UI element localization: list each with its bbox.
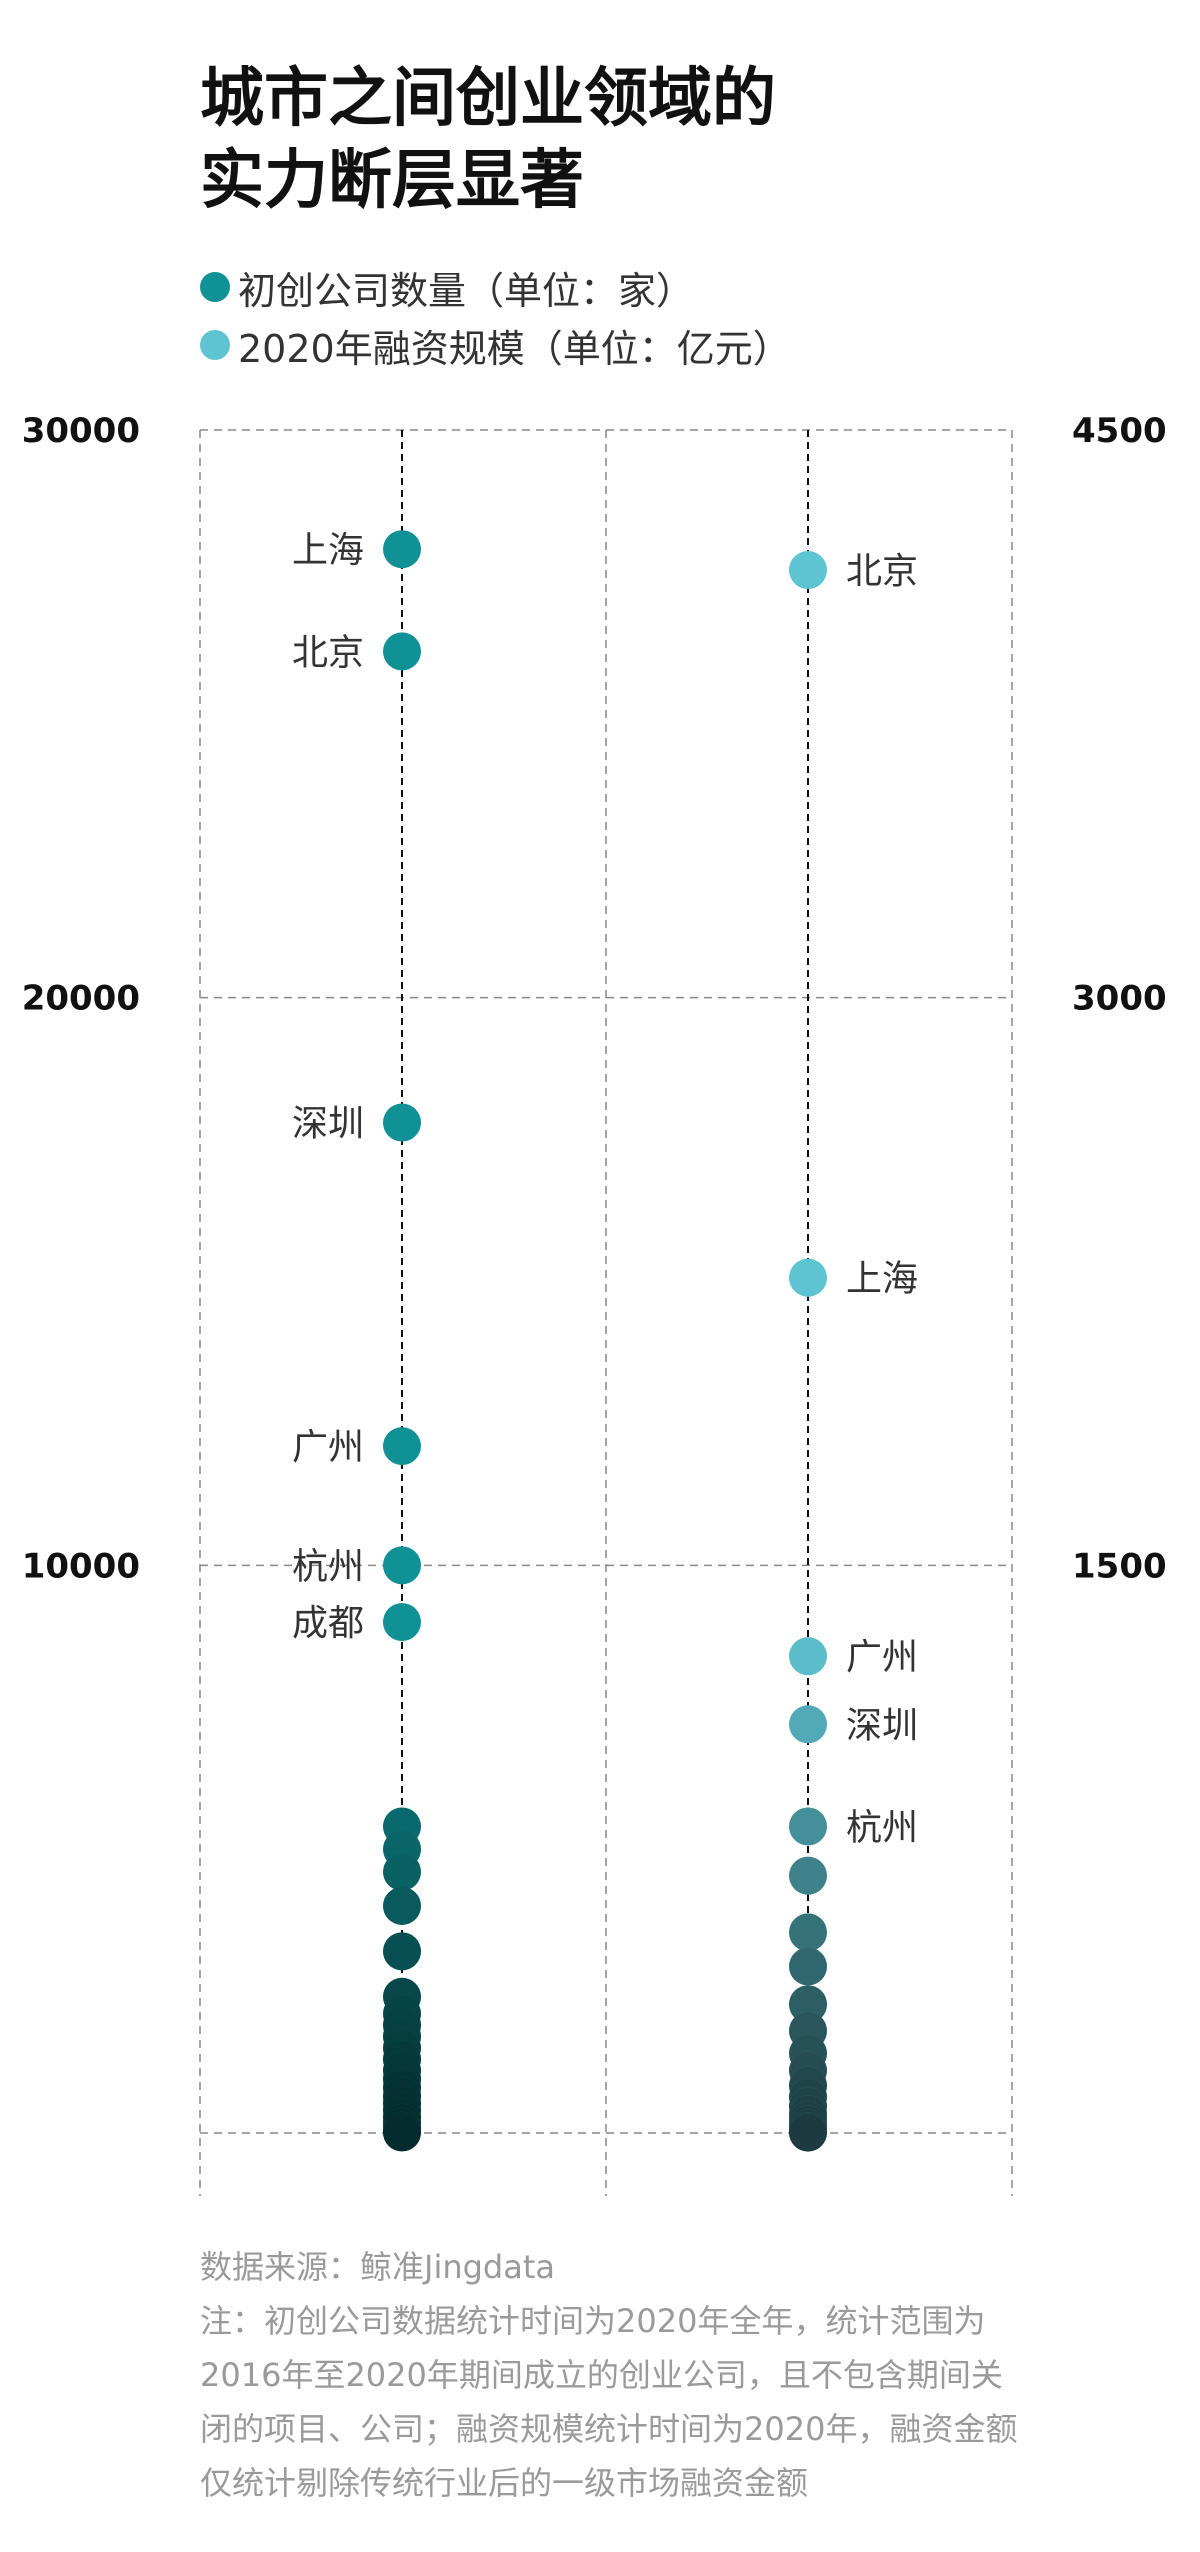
funding-dot (789, 1947, 827, 1986)
methodology-note: 注：初创公司数据统计时间为2020年全年，统计范围为2016年至2020年期间成… (200, 2302, 1018, 2502)
funding-dot-shade (789, 1985, 827, 2024)
startup-count-dot-shade (383, 1603, 421, 1641)
funding-dot (789, 1807, 827, 1846)
right-axis-tick-label: 3000 (1072, 979, 1167, 1019)
startup-count-dot (383, 1427, 421, 1466)
city-label: 深圳 (846, 1705, 918, 1746)
data-source: 数据来源：鲸准Jingdata (200, 2248, 556, 2286)
funding-dot (789, 551, 827, 590)
funding-dot-shade (789, 1705, 827, 1744)
startup-count-dot (383, 1546, 421, 1585)
funding-dot-shade (789, 1913, 827, 1952)
funding-dot (789, 1258, 827, 1297)
startup-count-dot-shade (383, 1852, 421, 1891)
city-label: 杭州 (846, 1807, 918, 1848)
legend-label-startups: 初创公司数量（单位：家） (238, 268, 695, 313)
startup-count-series (383, 530, 421, 2152)
city-label: 北京 (846, 551, 918, 592)
legend-label-funding: 2020年融资规模（单位：亿元） (238, 326, 791, 371)
funding-dot-shade (789, 1856, 827, 1895)
left-axis-tick-label: 10000 (22, 1546, 140, 1586)
city-label: 广州 (846, 1637, 918, 1678)
city-label: 成都 (292, 1603, 364, 1644)
funding-dot-shade (789, 1807, 827, 1846)
legend-swatch-funding (200, 330, 230, 360)
axis-ticks: 30000 20000 10000 4500 3000 1500 (22, 411, 1167, 1586)
funding-dot (789, 1856, 827, 1895)
startup-count-dot-shade (383, 1886, 421, 1925)
chart-title: 城市之间创业领域的 实力断层显著 (200, 58, 776, 222)
startup-count-dot (383, 530, 421, 569)
startup-count-dot (383, 1103, 421, 1142)
city-label: 深圳 (292, 1104, 364, 1145)
startup-count-dot-shade (383, 1427, 421, 1465)
right-axis-tick-label: 1500 (1072, 1546, 1167, 1586)
chart-grid (199, 429, 1013, 2196)
startup-count-dot-shade (383, 530, 421, 568)
footnotes: 数据来源：鲸准Jingdata 注：初创公司数据统计时间为2020年全年，统计范… (200, 2240, 1030, 2510)
left-axis-tick-label: 20000 (22, 979, 140, 1019)
startup-count-dot-shade (383, 1546, 421, 1584)
funding-dot (789, 1637, 827, 1676)
chart-title-line-1: 城市之间创业领域的 (200, 62, 776, 136)
startup-count-dot (383, 1886, 421, 1925)
funding-dot-shade (789, 2113, 827, 2152)
startup-count-dot (383, 1932, 421, 1971)
city-label: 广州 (292, 1427, 364, 1468)
right-axis-tick-label: 4500 (1072, 411, 1167, 451)
legend: 初创公司数量（单位：家） 2020年融资规模（单位：亿元） (200, 258, 791, 374)
city-label: 上海 (292, 530, 364, 571)
city-label: 北京 (292, 632, 364, 673)
chart-title-line-2: 实力断层显著 (200, 144, 584, 218)
funding-dot-shade (789, 1637, 827, 1675)
city-label: 上海 (846, 1259, 918, 1300)
startup-count-dot (383, 1603, 421, 1642)
startup-count-dot (383, 1852, 421, 1891)
startup-count-dot (383, 632, 421, 671)
city-label: 杭州 (292, 1546, 364, 1587)
funding-dot (789, 1913, 827, 1952)
startup-count-dot-shade (383, 1932, 421, 1971)
funding-dot-shade (789, 1259, 827, 1297)
legend-item-funding: 2020年融资规模（单位：亿元） (200, 316, 791, 374)
left-axis-tick-label: 30000 (22, 411, 140, 451)
startup-count-dot-shade (383, 1104, 421, 1142)
funding-dot-shade (789, 1947, 827, 1986)
legend-swatch-startups (200, 272, 230, 302)
funding-dot-shade (789, 551, 827, 589)
startup-count-dot-shade (383, 632, 421, 670)
startup-count-dot-shade (383, 2113, 421, 2152)
legend-item-startups: 初创公司数量（单位：家） (200, 258, 791, 316)
funding-dot (789, 1705, 827, 1744)
funding-series (789, 551, 827, 2152)
